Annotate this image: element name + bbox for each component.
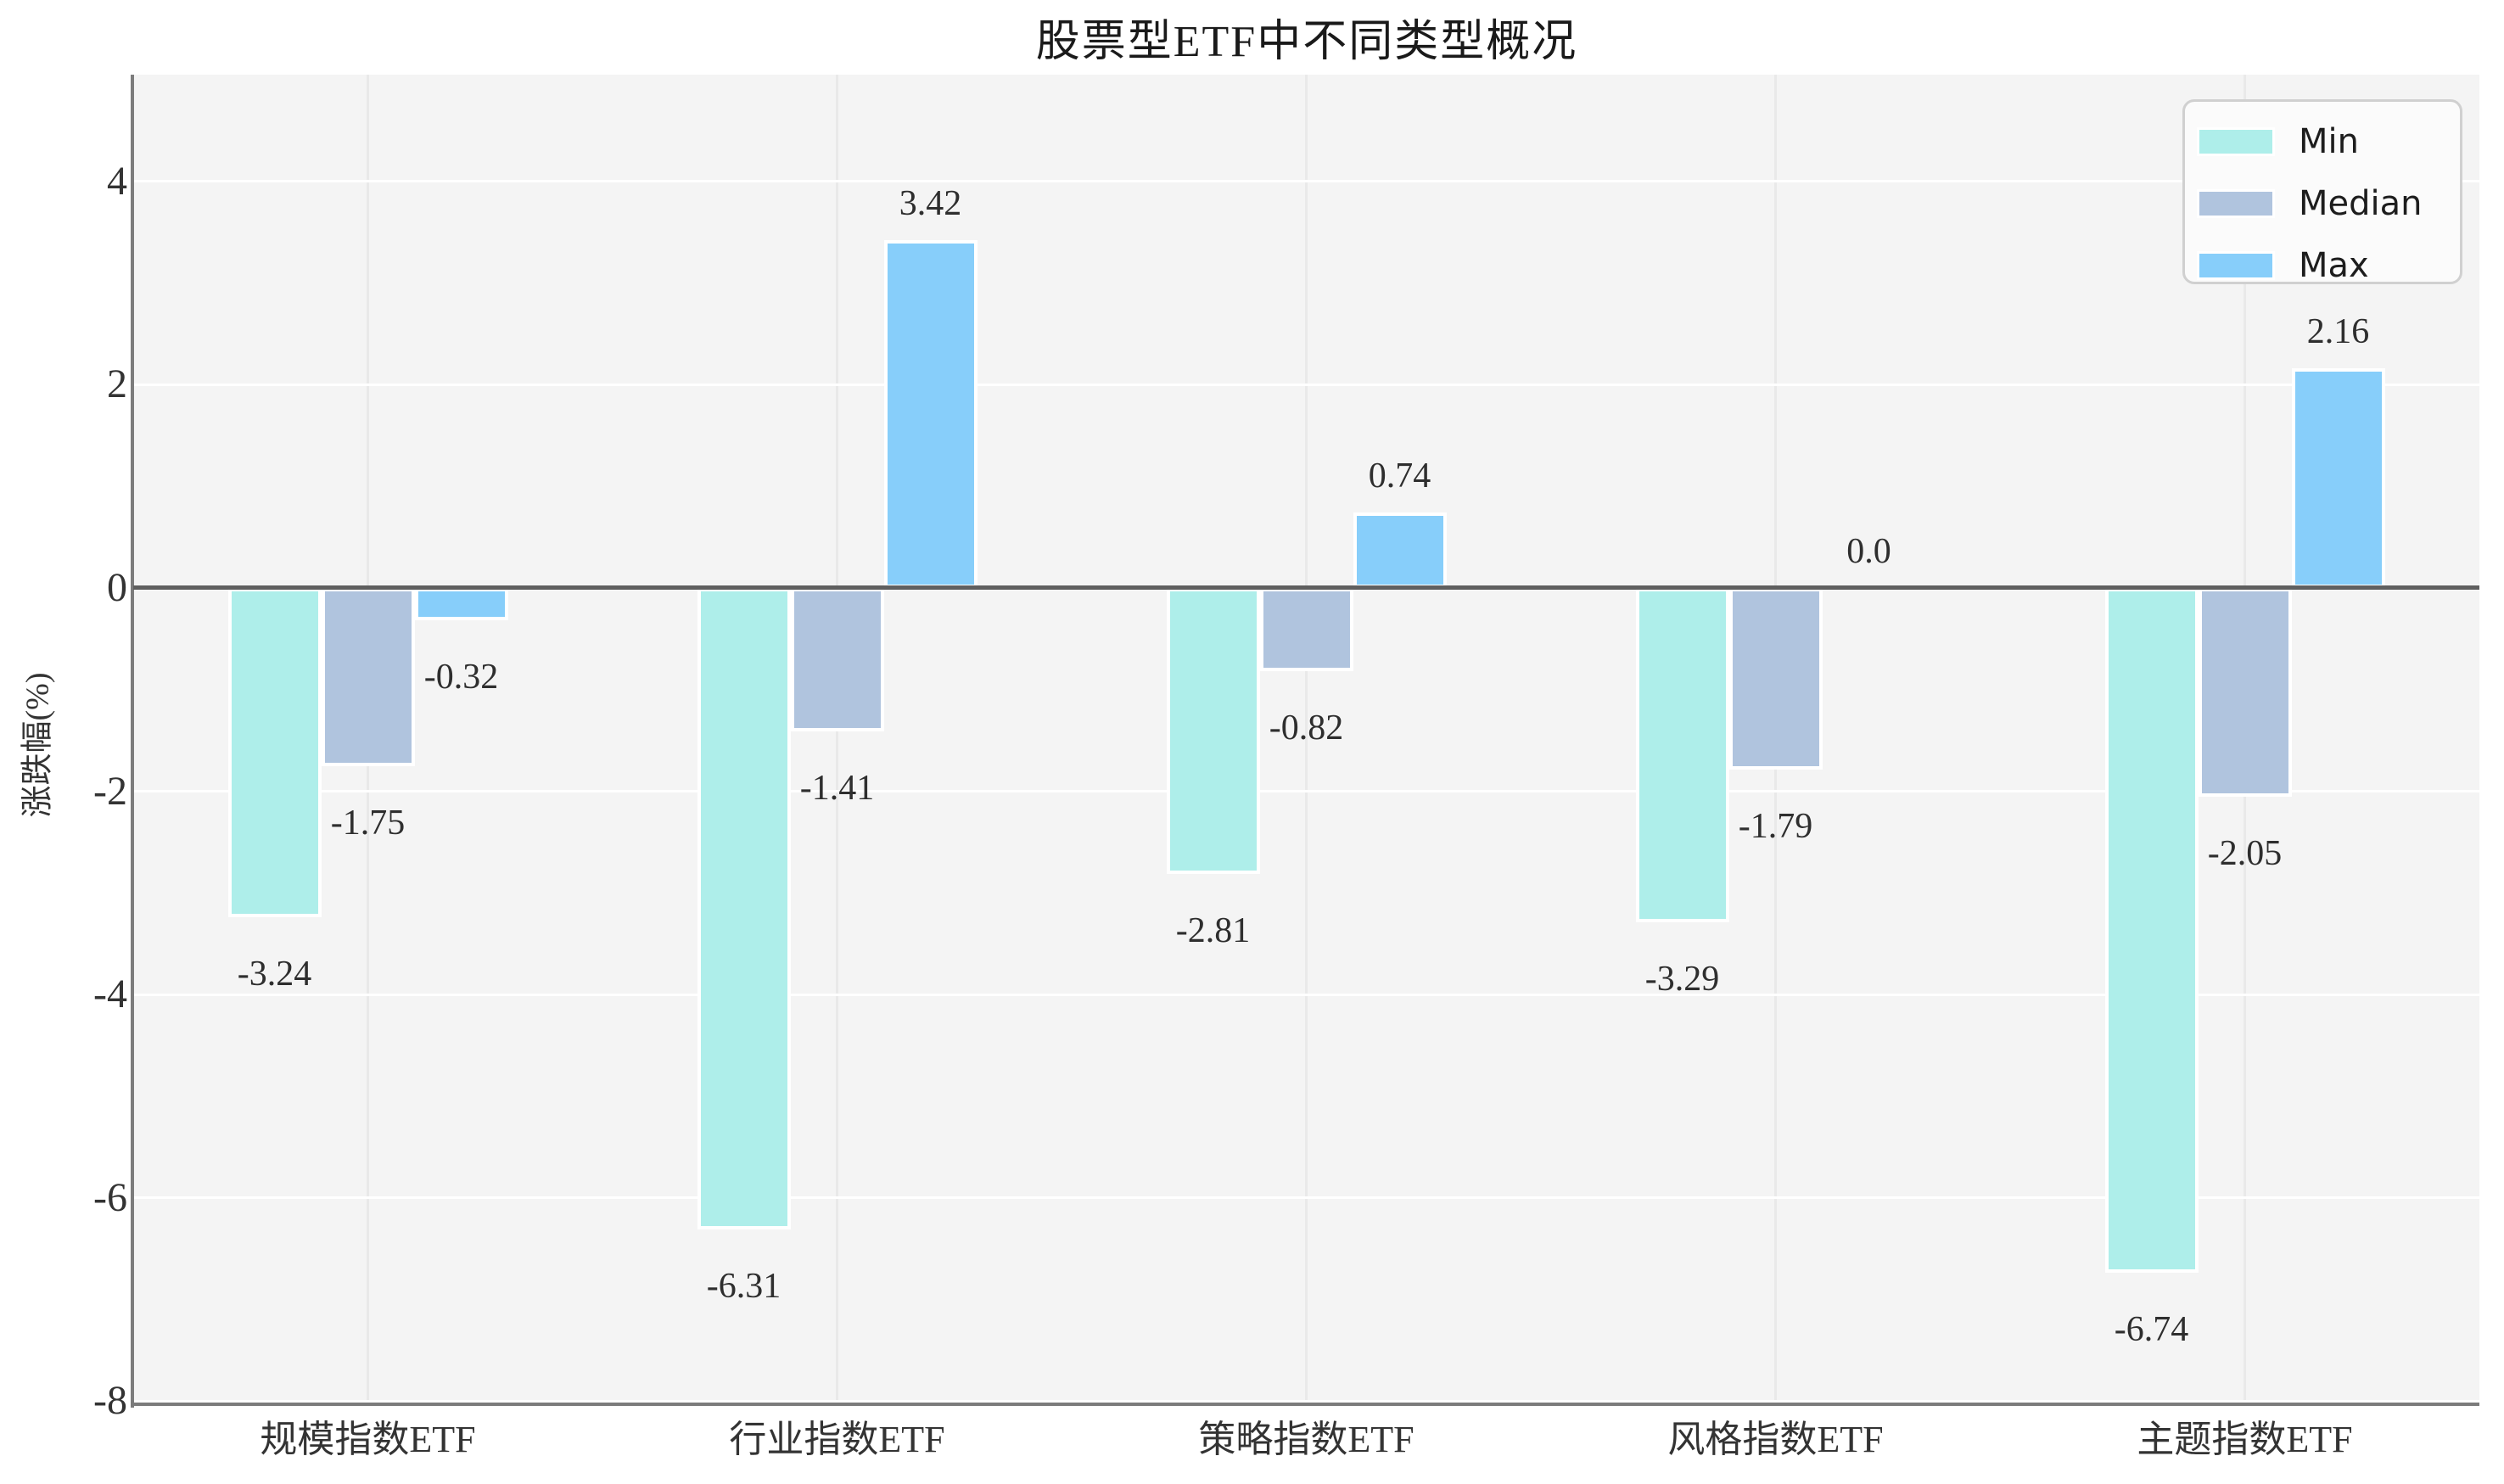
legend-label-median: Median [2299,184,2423,223]
zero-line [133,585,2479,591]
bar-median [2198,587,2292,797]
bar-value-label: 2.16 [2306,312,2370,352]
x-tick-label: 策略指数ETF [1198,1419,1414,1460]
bar-value-label: -0.32 [423,658,499,697]
horizontal-gridline [133,1196,2479,1200]
y-tick-label: 2 [107,361,127,407]
x-axis-spine [131,1403,2479,1406]
bar-value-label: -1.79 [1738,807,1813,847]
bar-median [321,587,415,766]
bar-value-label: -6.31 [706,1266,781,1306]
bar-max [414,587,508,621]
bar-min [227,587,322,918]
bar-value-label: -2.05 [2207,833,2283,873]
y-tick-label: -2 [93,768,127,814]
bar-median [1728,587,1823,770]
y-tick-label: -4 [93,972,127,1017]
bar-value-label: -2.81 [1175,910,1251,950]
bar-value-label: -6.74 [2114,1310,2189,1350]
vertical-gridline [836,75,838,1404]
horizontal-gridline [133,1399,2479,1403]
y-tick-label: -6 [93,1174,127,1220]
legend-swatch-median [2197,189,2275,218]
bar-value-label: 3.42 [899,184,962,224]
bar-value-label: 0.0 [1846,531,1891,571]
bar-value-label: -1.41 [799,768,875,808]
plot-area [133,75,2479,1404]
bar-value-label: -3.24 [237,955,312,994]
y-tick-label: -8 [93,1378,127,1424]
legend-label-max: Max [2299,246,2369,285]
bar-min [1166,587,1260,874]
legend-swatch-min [2197,127,2275,156]
x-tick-label: 行业指数ETF [729,1419,945,1460]
legend: Min Median Max [2182,99,2462,284]
legend-item-median: Median [2197,182,2460,226]
bar-median [790,587,884,731]
bar-value-label: 0.74 [1368,456,1431,496]
bar-min [697,587,791,1229]
x-tick-label: 主题指数ETF [2137,1419,2353,1460]
y-axis-spine [131,75,134,1408]
horizontal-gridline [133,790,2479,793]
bar-max [1353,512,1447,588]
bar-max [2291,368,2385,588]
legend-label-min: Min [2299,122,2359,161]
bar-min [1635,587,1729,923]
x-tick-label: 风格指数ETF [1667,1419,1884,1460]
bar-value-label: -3.29 [1644,960,1720,1000]
bar-value-label: -1.75 [330,803,406,843]
bar-median [1259,587,1353,672]
bar-value-label: -0.82 [1269,708,1344,748]
horizontal-gridline [133,993,2479,996]
horizontal-gridline [133,180,2479,183]
legend-item-min: Min [2197,120,2460,164]
bar-max [883,240,978,588]
vertical-gridline [1305,75,1308,1404]
x-tick-label: 规模指数ETF [260,1419,476,1460]
legend-swatch-max [2197,251,2275,280]
y-tick-label: 0 [107,564,127,610]
horizontal-gridline [133,383,2479,386]
legend-item-max: Max [2197,244,2460,288]
bar-min [2104,587,2199,1274]
y-tick-label: 4 [107,158,127,204]
chart-title: 股票型ETF中不同类型概况 [1035,18,1578,66]
